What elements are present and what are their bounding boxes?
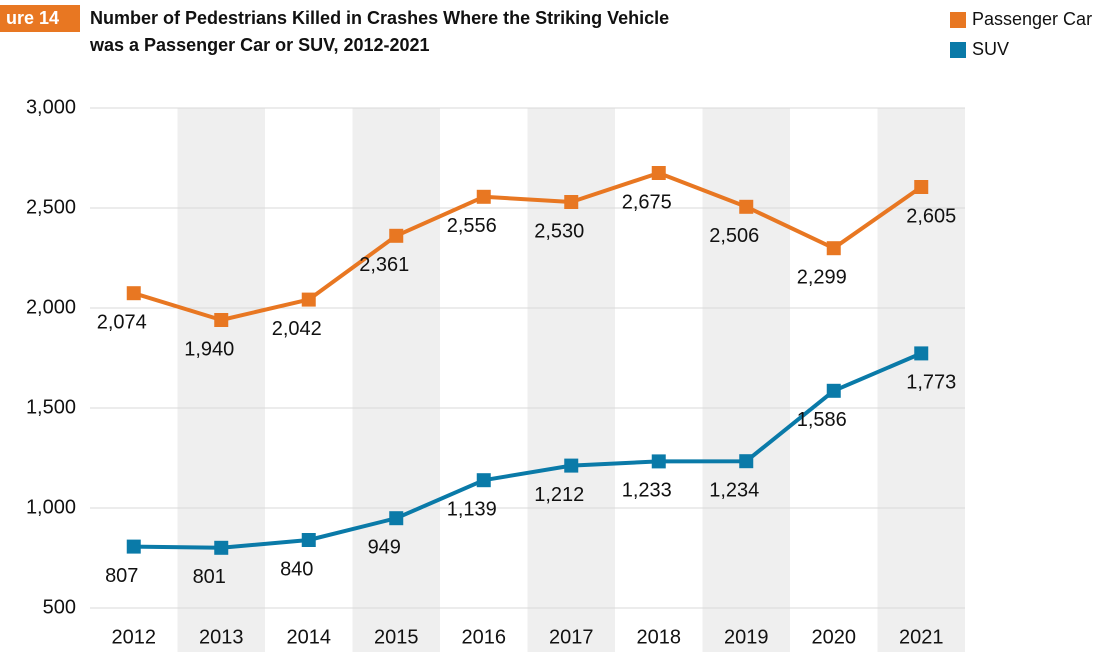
point-marker bbox=[214, 540, 229, 555]
legend-label: Passenger Car bbox=[972, 9, 1092, 29]
y-tick-label: 1,500 bbox=[26, 396, 76, 418]
data-label: 2,299 bbox=[797, 266, 847, 288]
column-band bbox=[877, 108, 965, 652]
series-line bbox=[133, 351, 923, 550]
point-marker bbox=[476, 473, 491, 488]
chart-title: Number of Pedestrians Killed in Crashes … bbox=[90, 8, 669, 28]
point-marker bbox=[826, 383, 841, 398]
data-label: 1,139 bbox=[447, 498, 497, 520]
column-band bbox=[527, 108, 615, 652]
data-label: 1,940 bbox=[184, 338, 234, 360]
figure-badge bbox=[0, 5, 80, 32]
x-tick-label: 2013 bbox=[199, 626, 244, 648]
x-tick-label: 2019 bbox=[724, 626, 769, 648]
column-band bbox=[702, 108, 790, 652]
point-marker bbox=[826, 241, 841, 256]
data-label: 1,586 bbox=[797, 409, 847, 431]
point-marker bbox=[914, 346, 929, 361]
series-line bbox=[133, 171, 923, 322]
point-marker bbox=[739, 454, 754, 469]
y-tick-label: 2,500 bbox=[26, 196, 76, 218]
point-marker bbox=[126, 286, 141, 301]
data-label: 2,530 bbox=[534, 220, 584, 242]
x-tick-label: 2012 bbox=[112, 626, 157, 648]
x-tick-label: 2016 bbox=[462, 626, 507, 648]
point-marker bbox=[389, 228, 404, 243]
data-label: 2,361 bbox=[359, 254, 409, 276]
point-marker bbox=[301, 292, 316, 307]
data-label: 1,212 bbox=[534, 484, 584, 506]
data-label: 2,042 bbox=[272, 318, 322, 340]
data-label: 801 bbox=[193, 566, 226, 588]
data-label: 2,506 bbox=[709, 225, 759, 247]
figure-label: ure 14 bbox=[6, 8, 59, 28]
point-marker bbox=[564, 195, 579, 209]
data-label: 949 bbox=[368, 536, 401, 558]
x-tick-label: 2021 bbox=[899, 626, 944, 648]
point-marker bbox=[651, 166, 666, 180]
legend-swatch bbox=[950, 42, 966, 58]
data-label: 2,556 bbox=[447, 215, 497, 237]
point-marker bbox=[651, 454, 666, 469]
column-band bbox=[177, 108, 265, 652]
point-marker bbox=[126, 539, 141, 554]
legend-swatch bbox=[950, 12, 966, 28]
point-marker bbox=[739, 199, 754, 214]
y-tick-label: 500 bbox=[43, 596, 76, 618]
legend-label: SUV bbox=[972, 39, 1009, 59]
data-label: 2,675 bbox=[622, 191, 672, 213]
point-marker bbox=[476, 189, 491, 204]
x-tick-label: 2017 bbox=[549, 626, 594, 648]
point-marker bbox=[301, 533, 316, 547]
point-marker bbox=[564, 458, 579, 473]
data-label: 1,233 bbox=[622, 480, 672, 502]
x-tick-label: 2015 bbox=[374, 626, 419, 648]
data-label: 807 bbox=[105, 565, 138, 587]
y-tick-label: 2,000 bbox=[26, 296, 76, 318]
data-label: 1,773 bbox=[906, 372, 956, 394]
chart-title: was a Passenger Car or SUV, 2012-2021 bbox=[89, 35, 430, 55]
y-tick-label: 1,000 bbox=[26, 496, 76, 518]
x-tick-label: 2018 bbox=[637, 626, 682, 648]
data-label: 1,234 bbox=[709, 479, 759, 501]
data-label: 2,605 bbox=[906, 205, 956, 227]
x-tick-label: 2020 bbox=[812, 626, 857, 648]
y-tick-label: 3,000 bbox=[26, 96, 76, 118]
data-label: 2,074 bbox=[97, 311, 147, 333]
column-band bbox=[352, 108, 440, 652]
data-label: 840 bbox=[280, 558, 313, 580]
point-marker bbox=[389, 511, 404, 526]
x-tick-label: 2014 bbox=[287, 626, 332, 648]
point-marker bbox=[214, 313, 229, 327]
point-marker bbox=[914, 180, 929, 194]
